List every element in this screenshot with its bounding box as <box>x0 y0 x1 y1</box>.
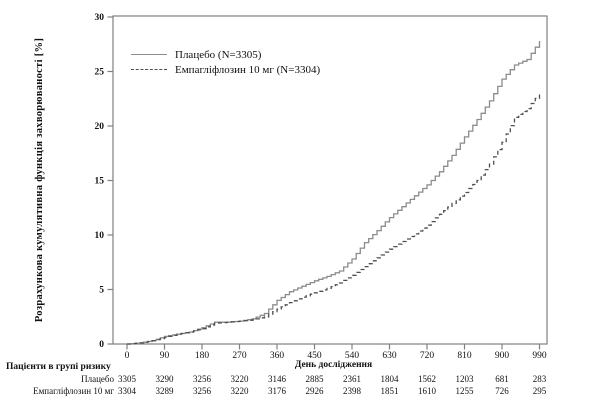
x-tick-label: 0 <box>125 351 130 361</box>
risk-value: 295 <box>532 386 547 396</box>
risk-value: 3289 <box>155 386 174 396</box>
risk-value: 2926 <box>305 386 324 396</box>
y-tick-label: 15 <box>95 177 105 187</box>
risk-value: 3290 <box>155 374 174 384</box>
x-tick-label: 990 <box>532 351 547 361</box>
y-tick-label: 30 <box>95 13 105 23</box>
dashed-line-sample <box>131 69 167 70</box>
risk-value: 3176 <box>268 386 286 396</box>
x-tick-label: 450 <box>307 351 322 361</box>
y-tick-label: 10 <box>95 231 105 241</box>
risk-value: 681 <box>495 374 509 384</box>
risk-value: 2398 <box>343 386 361 396</box>
x-tick-label: 630 <box>382 351 397 361</box>
curve-placebo <box>127 41 541 345</box>
curve-empagliflozin <box>127 93 541 345</box>
risk-value: 3220 <box>230 386 249 396</box>
x-tick-label: 360 <box>270 351 285 361</box>
legend: Плацебо (N=3305) Емпагліфлозин 10 мг (N=… <box>131 47 320 77</box>
risk-row-label: Плацебо <box>81 374 114 384</box>
solid-line-sample <box>131 54 167 55</box>
x-tick-label: 810 <box>457 351 472 361</box>
legend-item-empagliflozin: Емпагліфлозин 10 мг (N=3304) <box>131 62 320 77</box>
x-axis-title: День дослідження <box>294 360 373 370</box>
y-tick-label: 0 <box>99 340 104 350</box>
risk-row-label: Емпагліфлозин 10 мг <box>33 386 114 396</box>
risk-value: 1610 <box>418 386 436 396</box>
x-tick-label: 180 <box>195 351 210 361</box>
legend-item-placebo: Плацебо (N=3305) <box>131 47 320 62</box>
y-tick-label: 20 <box>95 122 105 132</box>
risk-value: 3256 <box>193 386 211 396</box>
risk-value: 283 <box>532 374 547 384</box>
risk-table-title: Пацієнти в групі ризику <box>6 362 111 372</box>
risk-value: 1203 <box>455 374 474 384</box>
risk-value: 3220 <box>230 374 249 384</box>
risk-value: 3256 <box>193 374 211 384</box>
x-tick-label: 540 <box>345 351 360 361</box>
x-tick-label: 900 <box>495 351 510 361</box>
risk-value: 1562 <box>418 374 436 384</box>
x-tick-label: 720 <box>420 351 435 361</box>
y-tick-label: 5 <box>99 286 104 296</box>
risk-value: 3304 <box>118 386 136 396</box>
x-tick-label: 90 <box>160 351 170 361</box>
risk-value: 3305 <box>118 374 136 384</box>
legend-label-placebo: Плацебо (N=3305) <box>175 48 262 61</box>
risk-value: 1804 <box>380 374 399 384</box>
risk-value: 2885 <box>305 374 324 384</box>
risk-value: 1851 <box>380 386 399 396</box>
legend-label-empagliflozin: Емпагліфлозин 10 мг (N=3304) <box>175 63 321 76</box>
risk-value: 726 <box>495 386 509 396</box>
risk-value: 2361 <box>343 374 361 384</box>
y-tick-label: 25 <box>95 68 105 78</box>
risk-value: 1255 <box>455 386 474 396</box>
x-tick-label: 270 <box>232 351 247 361</box>
risk-value: 3146 <box>268 374 286 384</box>
